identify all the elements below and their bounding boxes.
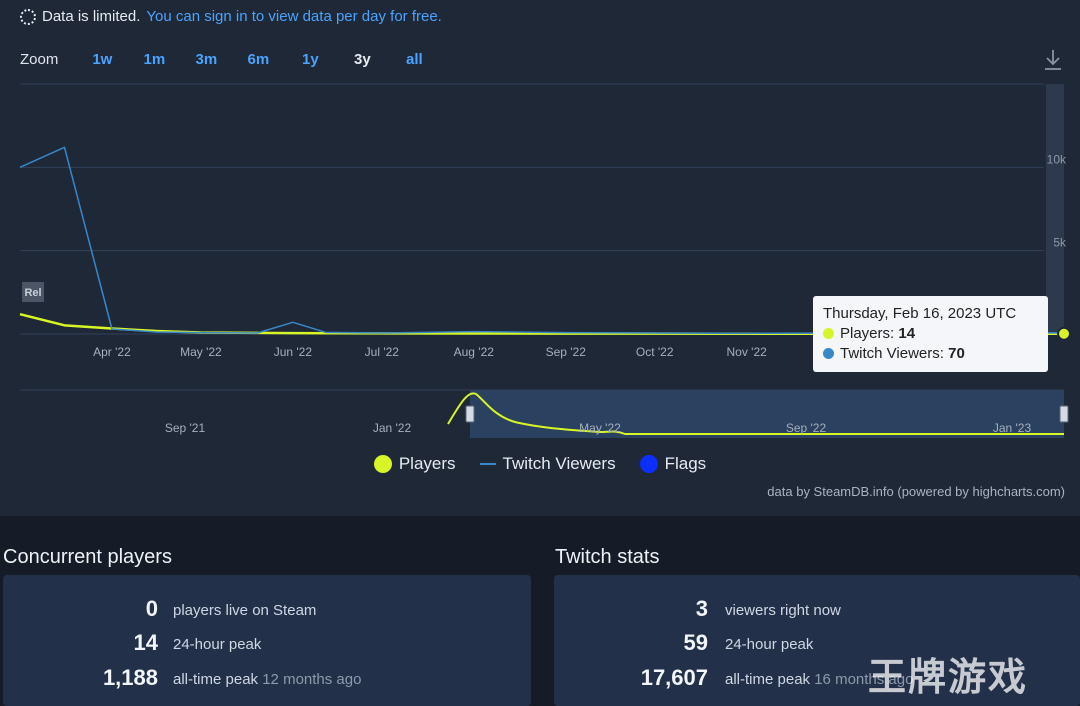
chart-legend: Players Twitch Viewers Flags xyxy=(0,454,1080,474)
tooltip-viewers-value: 70 xyxy=(948,345,965,362)
legend-twitch-viewers[interactable]: Twitch Viewers xyxy=(479,454,616,474)
stat-row: 17,607 all-time peak 16 months ago xyxy=(554,665,1080,695)
concurrent-players-title: Concurrent players xyxy=(3,546,172,568)
twitch-stats-card: 3 viewers right now 59 24-hour peak 17,6… xyxy=(554,575,1080,706)
zoom-1w-button[interactable]: 1w xyxy=(92,51,113,68)
x-tick-label: Jul '22 xyxy=(365,345,400,359)
zoom-label: Zoom xyxy=(20,51,59,68)
navigator-tick-label: Sep '22 xyxy=(786,421,827,435)
x-tick-label: Oct '22 xyxy=(636,345,674,359)
x-tick-label: May '22 xyxy=(180,345,222,359)
chart-scrollbar[interactable] xyxy=(1046,84,1064,334)
navigator-series xyxy=(447,392,1064,435)
flags-legend-icon xyxy=(639,455,658,473)
zoom-6m-button[interactable]: 6m xyxy=(247,51,270,68)
tooltip-players-row: Players: 14 xyxy=(823,324,1038,344)
hover-marker xyxy=(1057,326,1071,341)
stat-timeago: 16 months ago xyxy=(814,671,914,688)
stat-row: 1,188 all-time peak 12 months ago xyxy=(3,665,531,695)
stat-row: 3 viewers right now xyxy=(554,596,1080,626)
download-icon[interactable] xyxy=(1042,48,1064,72)
release-flag-label: Rel xyxy=(24,287,41,299)
navigator-tick-label: Jan '23 xyxy=(993,421,1032,435)
zoom-1m-button[interactable]: 1m xyxy=(143,51,166,68)
series-line-twitch-viewers[interactable] xyxy=(19,146,1065,335)
legend-players[interactable]: Players xyxy=(373,454,456,474)
zoom-1y-button[interactable]: 1y xyxy=(302,51,319,68)
zoom-3m-button[interactable]: 3m xyxy=(195,51,218,68)
tooltip-viewers-row: Twitch Viewers: 70 xyxy=(823,344,1038,364)
x-tick-label: Apr '22 xyxy=(93,345,131,359)
tooltip-players-label: Players: xyxy=(840,325,895,342)
stat-row: 0 players live on Steam xyxy=(3,596,531,626)
stat-row: 59 24-hour peak xyxy=(554,630,1080,660)
stat-value: 59 xyxy=(683,630,708,655)
x-tick-label: Jun '22 xyxy=(274,345,313,359)
navigator-tick-label: Sep '21 xyxy=(165,421,206,435)
stat-label: 24-hour peak xyxy=(725,636,814,653)
zoom-all-button[interactable]: all xyxy=(406,51,423,68)
data-limited-notice: Data is limited. You can sign in to view… xyxy=(20,8,442,25)
chart-credits[interactable]: data by SteamDB.info (powered by highcha… xyxy=(767,484,1065,499)
y-tick-label: 10k xyxy=(1047,152,1067,166)
x-tick-label: Nov '22 xyxy=(726,345,767,359)
stat-value: 1,188 xyxy=(102,665,158,690)
tooltip-viewers-label: Twitch Viewers: xyxy=(840,345,944,362)
stat-value: 0 xyxy=(145,596,158,621)
sign-in-link[interactable]: You can sign in to view data per day for… xyxy=(146,8,442,25)
players-dot-icon xyxy=(823,328,834,339)
players-legend-icon xyxy=(373,455,392,473)
site-watermark: 王牌游戏 xyxy=(868,657,1029,699)
zoom-bar: Zoom 1w 1m 3m 6m 1y 3y all xyxy=(20,51,440,68)
stat-label: all-time peak 16 months ago xyxy=(725,671,914,688)
stat-label: viewers right now xyxy=(725,602,841,619)
legend-flags[interactable]: Flags xyxy=(639,454,707,474)
legend-players-label: Players xyxy=(398,454,456,473)
concurrent-players-card: 0 players live on Steam 14 24-hour peak … xyxy=(3,575,531,706)
stat-label: all-time peak 12 months ago xyxy=(173,671,362,688)
viewers-dot-icon xyxy=(823,348,834,359)
stat-value: 17,607 xyxy=(640,665,708,690)
navigator-right-handle[interactable] xyxy=(1059,405,1069,423)
release-flag[interactable] xyxy=(22,282,44,302)
x-tick-label: Aug '22 xyxy=(454,345,495,359)
zoom-3y-button[interactable]: 3y xyxy=(354,51,371,68)
notice-text: Data is limited. xyxy=(42,8,141,25)
stat-label: players live on Steam xyxy=(173,602,317,619)
stat-value: 14 xyxy=(133,630,158,655)
y-tick-label: 5k xyxy=(1053,236,1067,250)
stat-timeago: 12 months ago xyxy=(262,671,362,688)
chart-panel: Data is limited. You can sign in to view… xyxy=(0,0,1080,516)
navigator-tick-label: Jan '22 xyxy=(373,421,412,435)
twitch-legend-icon xyxy=(479,463,496,465)
legend-flags-label: Flags xyxy=(664,454,707,473)
navigator-selection[interactable] xyxy=(470,390,1064,438)
navigator-left-handle[interactable] xyxy=(465,405,475,423)
x-tick-label: Sep '22 xyxy=(546,345,587,359)
tooltip-date: Thursday, Feb 16, 2023 UTC xyxy=(823,305,1017,322)
navigator-tick-label: May '22 xyxy=(579,421,621,435)
loading-icon xyxy=(20,8,36,25)
tooltip-players-value: 14 xyxy=(898,325,916,342)
stat-value: 3 xyxy=(695,596,708,621)
navigator[interactable]: Sep '21 Jan '22 May '22 Sep '22 Jan '23 xyxy=(0,386,1080,446)
twitch-stats-title: Twitch stats xyxy=(555,546,660,568)
stat-row: 14 24-hour peak xyxy=(3,630,531,660)
chart-tooltip: Thursday, Feb 16, 2023 UTC Players: 14 T… xyxy=(813,296,1048,372)
legend-twitch-label: Twitch Viewers xyxy=(502,454,616,473)
stat-label: 24-hour peak xyxy=(173,636,262,653)
